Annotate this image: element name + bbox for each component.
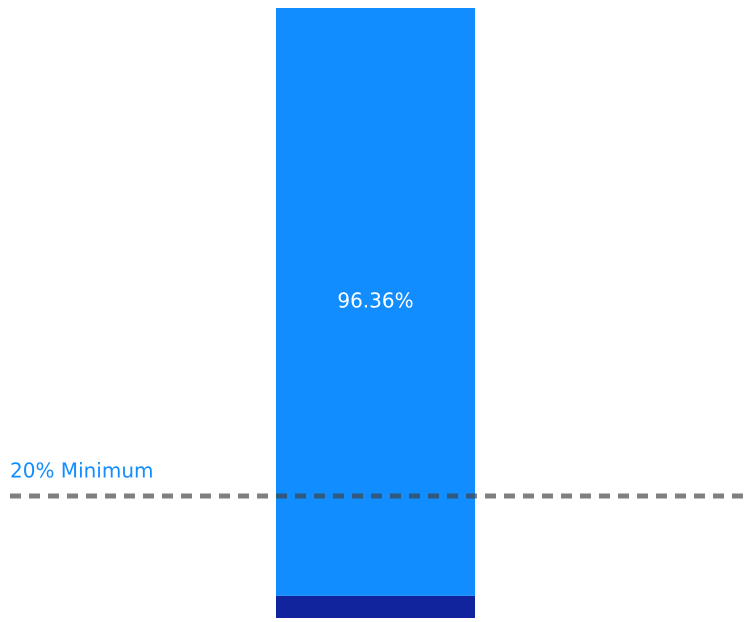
data-label: 96.36% <box>337 288 413 312</box>
bar-segment <box>276 595 475 618</box>
reference-label: 20% Minimum <box>10 459 154 483</box>
